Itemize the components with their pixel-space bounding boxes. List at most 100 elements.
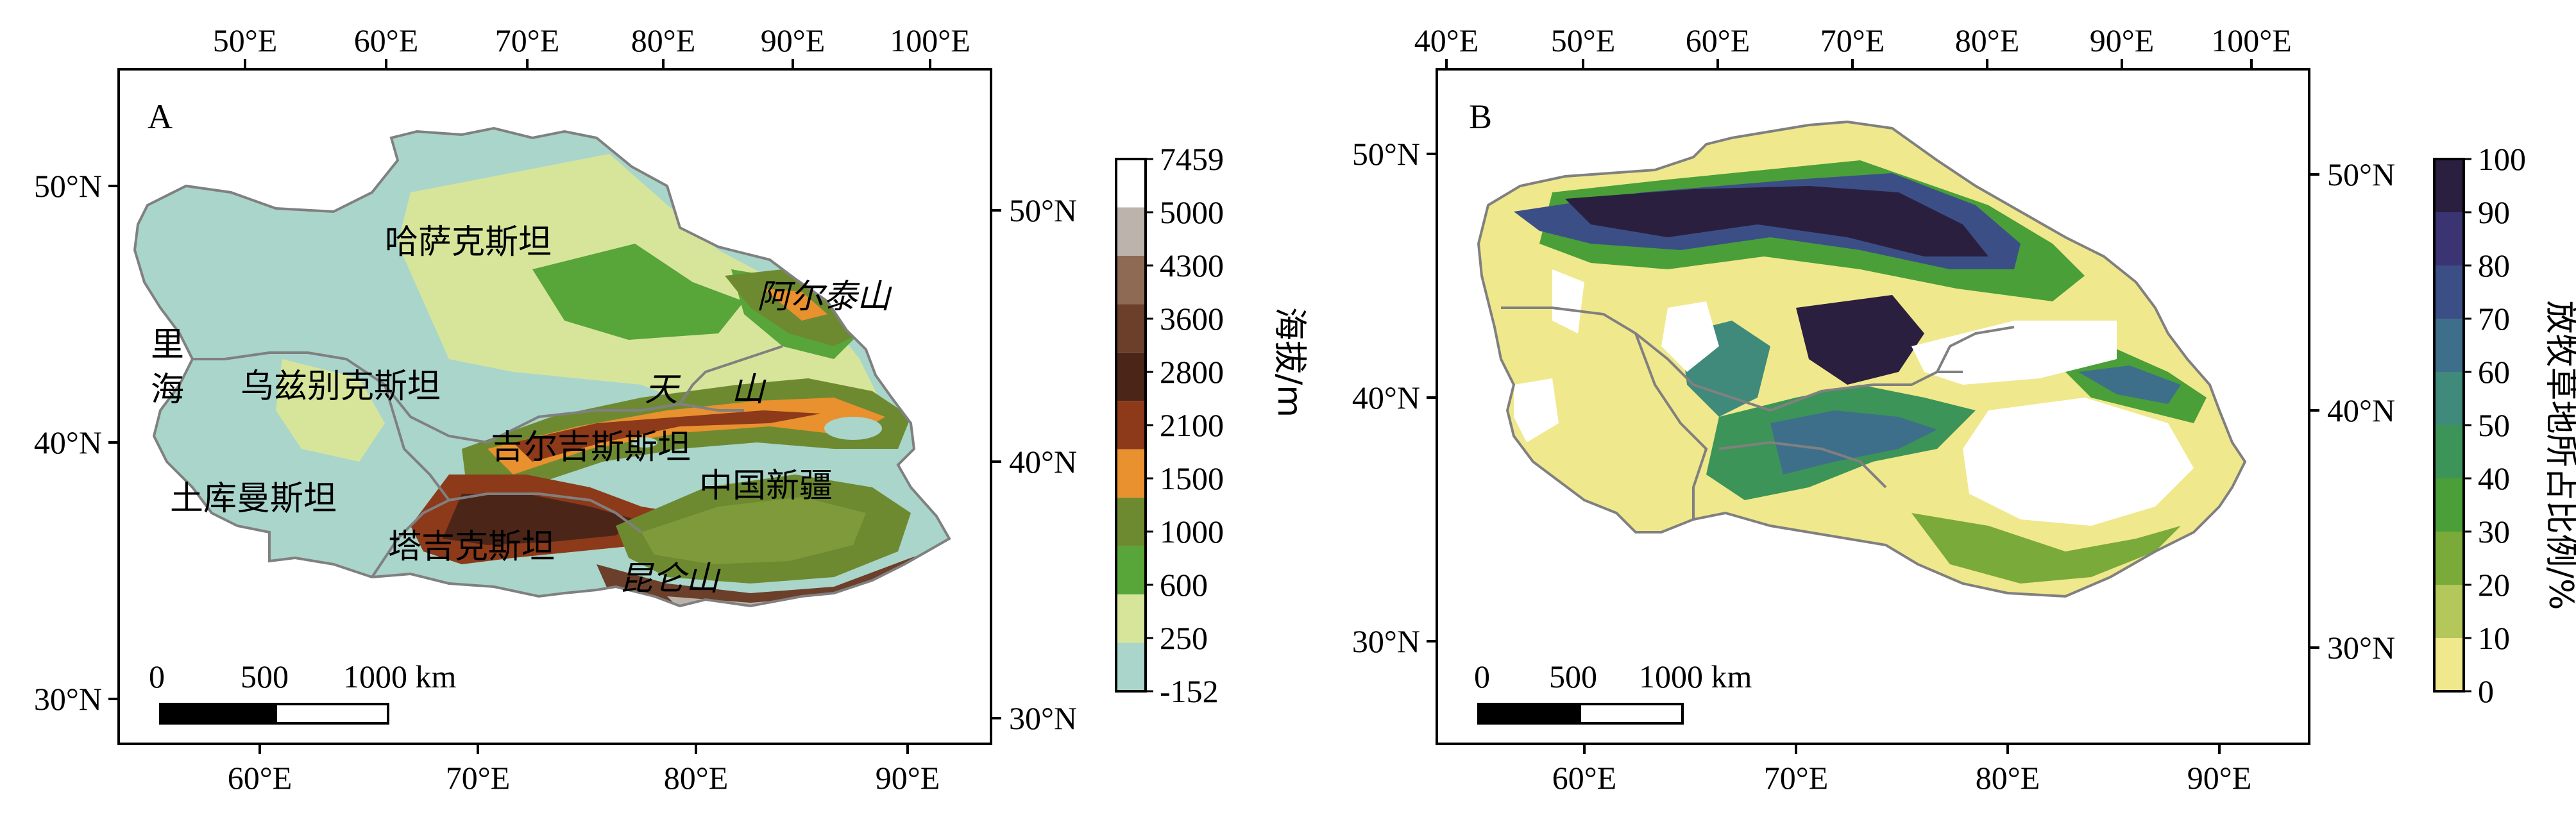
elevation-legend-label: 5000 bbox=[1160, 194, 1224, 230]
panel-b: 40°E 50°E 60°E 70°E 80°E 90°E 100°E 60°E 70°E 80°… bbox=[1352, 22, 2576, 796]
elevation-legend-title: 海拔/m bbox=[1270, 307, 1309, 417]
scalebar-b: 0 500 1000 km bbox=[1474, 659, 1752, 725]
top-tick-label: 70°E bbox=[1820, 22, 1885, 58]
grazing-share-legend-swatch bbox=[2434, 532, 2464, 585]
grazing-share-legend-label: 50 bbox=[2478, 407, 2510, 443]
grazing-share-legend-label: 40 bbox=[2478, 460, 2510, 496]
map-frame-a bbox=[117, 68, 992, 745]
country-borders-b bbox=[1477, 120, 2247, 598]
panel-label-b: B bbox=[1469, 97, 1492, 136]
grazing-share-legend-swatch bbox=[2434, 638, 2464, 691]
elevation-legend-label: -152 bbox=[1160, 673, 1219, 709]
scalebar-b-label-500: 500 bbox=[1549, 659, 1597, 694]
top-tick-label: 80°E bbox=[1955, 22, 2020, 58]
right-tick-label: 40°N bbox=[1009, 444, 1077, 480]
label-kunlun-mountains: 昆仑山 bbox=[619, 560, 721, 598]
elevation-legend-swatch bbox=[1116, 643, 1146, 691]
grazing-share-legend-label: 20 bbox=[2478, 567, 2510, 603]
elevation-legend-label: 3600 bbox=[1160, 301, 1224, 337]
top-tick-label: 90°E bbox=[761, 22, 826, 58]
grazing-share-map bbox=[1479, 122, 2245, 596]
scalebar-a: 0 500 1000 km bbox=[149, 659, 457, 725]
elevation-legend-label: 1000 bbox=[1160, 514, 1224, 550]
right-tick-label: 50°N bbox=[1009, 192, 1077, 228]
grazing-share-legend-label: 10 bbox=[2478, 620, 2510, 656]
label-tianshan-1: 天 bbox=[645, 371, 681, 409]
ticks-b: 40°E 50°E 60°E 70°E 80°E 90°E 100°E 60°E 70°E 80°… bbox=[1352, 22, 2395, 796]
ticks-a: 50°E 60°E 70°E 80°E 90°E 100°E 60°E 70°E 80°E 90°… bbox=[34, 22, 1077, 796]
grazing-share-legend-swatch bbox=[2434, 319, 2464, 372]
panel-a: 50°E 60°E 70°E 80°E 90°E 100°E 60°E 70°E 80°E 90°… bbox=[34, 22, 1309, 796]
map-frame-b bbox=[1436, 68, 2310, 745]
scalebar-label-0: 0 bbox=[149, 659, 165, 694]
label-turkmenistan: 土库曼斯坦 bbox=[170, 480, 337, 518]
elevation-legend-label: 4300 bbox=[1160, 248, 1224, 283]
right-tick-label: 50°N bbox=[2327, 156, 2395, 192]
left-tick-label: 40°N bbox=[1352, 380, 1420, 416]
label-kyrgyzstan: 吉尔吉斯斯坦 bbox=[491, 428, 691, 467]
label-tianshan-2: 山 bbox=[731, 371, 767, 409]
panel-label-a: A bbox=[148, 97, 173, 136]
left-tick-label: 50°N bbox=[34, 168, 102, 204]
grazing-share-legend-title: 放牧草地所占比例/% bbox=[2541, 301, 2576, 610]
label-caspian-sea-2: 海 bbox=[151, 371, 184, 409]
top-tick-label: 60°E bbox=[354, 22, 419, 58]
label-xinjiang: 中国新疆 bbox=[699, 467, 833, 505]
grazing-share-legend-label: 100 bbox=[2478, 141, 2526, 177]
label-tajikistan: 塔吉克斯坦 bbox=[388, 528, 555, 566]
right-tick-label: 40°N bbox=[2327, 392, 2395, 428]
grazing-share-legend-label: 80 bbox=[2478, 248, 2510, 283]
scalebar-label-1000: 1000 km bbox=[343, 659, 457, 694]
scalebar-label-500: 500 bbox=[241, 659, 289, 694]
left-tick-label: 30°N bbox=[34, 681, 102, 717]
grazing-share-legend-swatch bbox=[2434, 585, 2464, 638]
elevation-legend-swatch bbox=[1116, 594, 1146, 643]
elevation-legend-swatch bbox=[1116, 352, 1146, 401]
elevation-legend-swatch bbox=[1116, 159, 1146, 208]
top-tick-label: 80°E bbox=[631, 22, 696, 58]
grazing-share-legend-swatch bbox=[2434, 212, 2464, 265]
right-tick-label: 30°N bbox=[2327, 630, 2395, 666]
top-tick-label: 50°E bbox=[1551, 22, 1616, 58]
grazing-share-legend-label: 30 bbox=[2478, 514, 2510, 550]
elevation-legend-swatch bbox=[1116, 401, 1146, 450]
grazing-share-legend-swatch bbox=[2434, 265, 2464, 319]
label-altai-mountains: 阿尔泰山 bbox=[757, 278, 892, 316]
bottom-tick-label: 90°E bbox=[2187, 760, 2252, 796]
grazing-share-legend-label: 60 bbox=[2478, 354, 2510, 390]
left-tick-label: 50°N bbox=[1352, 136, 1420, 172]
elevation-legend-swatch bbox=[1116, 449, 1146, 498]
left-tick-label: 30°N bbox=[1352, 623, 1420, 659]
grazing-share-legend-swatch bbox=[2434, 425, 2464, 478]
bottom-tick-label: 60°E bbox=[1552, 760, 1617, 796]
elevation-legend: 7459 5000 4300 3600 2800 2100 1500 1000 600 250 -1… bbox=[1115, 141, 1224, 709]
bottom-tick-label: 60°E bbox=[228, 760, 292, 796]
grazing-share-legend-swatch bbox=[2434, 372, 2464, 425]
elevation-legend-label: 1500 bbox=[1160, 460, 1224, 496]
grazing-share-legend-label: 70 bbox=[2478, 301, 2510, 337]
bottom-tick-label: 80°E bbox=[664, 760, 729, 796]
scalebar-b-label-1000: 1000 km bbox=[1639, 659, 1752, 694]
elevation-legend-swatch bbox=[1116, 207, 1146, 256]
label-caspian-sea-1: 里 bbox=[151, 326, 184, 364]
elevation-legend-label: 2800 bbox=[1160, 354, 1224, 390]
scalebar-b-label-0: 0 bbox=[1474, 659, 1490, 694]
label-kazakhstan: 哈萨克斯坦 bbox=[385, 223, 552, 262]
elevation-legend-swatch bbox=[1116, 498, 1146, 546]
top-tick-label: 40°E bbox=[1414, 22, 1479, 58]
country-borders bbox=[133, 126, 951, 608]
top-tick-label: 50°E bbox=[213, 22, 278, 58]
elevation-legend-label: 2100 bbox=[1160, 407, 1224, 443]
bottom-tick-label: 70°E bbox=[1764, 760, 1829, 796]
top-tick-label: 60°E bbox=[1686, 22, 1750, 58]
elevation-legend-swatch bbox=[1116, 304, 1146, 353]
top-tick-label: 70°E bbox=[495, 22, 560, 58]
elevation-legend-label: 250 bbox=[1160, 620, 1208, 656]
top-tick-label: 100°E bbox=[2211, 22, 2292, 58]
bottom-tick-label: 70°E bbox=[446, 760, 511, 796]
elevation-legend-swatch bbox=[1116, 546, 1146, 595]
grazing-share-legend-swatch bbox=[2434, 159, 2464, 212]
grazing-share-legend-swatch bbox=[2434, 478, 2464, 532]
